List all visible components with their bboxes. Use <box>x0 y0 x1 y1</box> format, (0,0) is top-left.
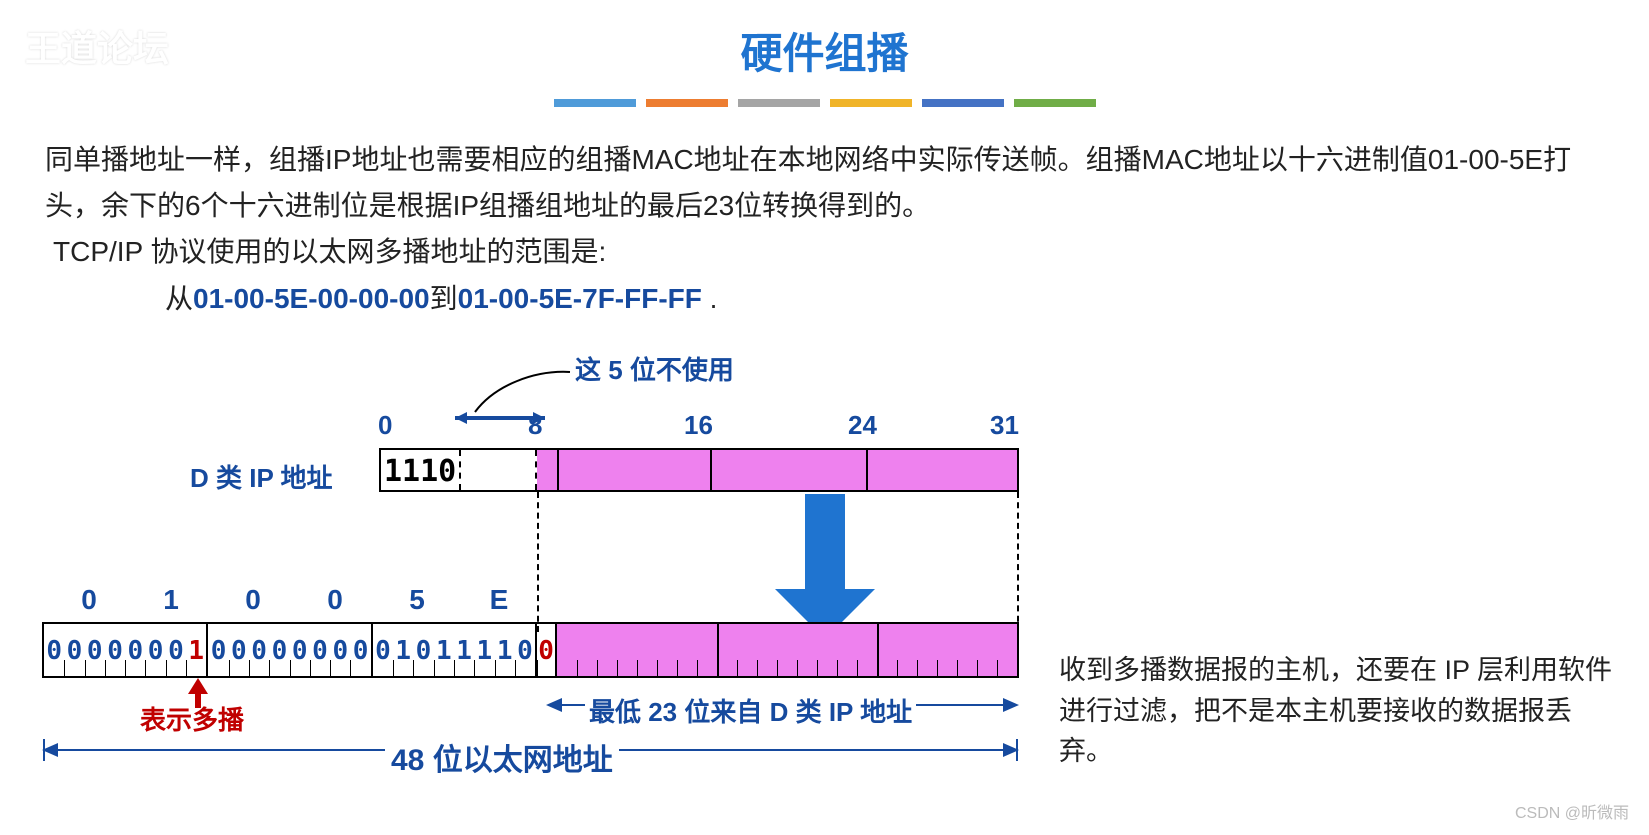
mac-byte-group: 00000000 <box>208 624 372 676</box>
color-bar <box>554 99 636 107</box>
paragraph-1: 同单播地址一样，组播IP地址也需要相应的组播MAC地址在本地网络中实际传送帧。组… <box>45 137 1604 229</box>
range-prefix: 从 <box>165 283 193 314</box>
hex-label: 1 <box>130 584 212 616</box>
ip-prefix-1110: 1110 <box>381 450 459 490</box>
ip-tick-31: 31 <box>990 410 1019 441</box>
mac-bit: 0 <box>64 624 84 676</box>
mac-bit: 0 <box>44 624 64 676</box>
mac-byte-group: 01011110 <box>373 624 537 676</box>
mac-bit: 0 <box>413 624 433 676</box>
ip-tick-8: 8 <box>528 410 542 441</box>
mac-low23-region <box>555 624 1017 676</box>
mac-bit: 0 <box>269 624 289 676</box>
mac-bit: 0 <box>208 624 228 676</box>
mac-bit: 0 <box>249 624 269 676</box>
range-mid: 到 <box>430 283 458 314</box>
mac-bit: 1 <box>495 624 515 676</box>
mac-bit: 0 <box>85 624 105 676</box>
unused-5bits-label: 这 5 位不使用 <box>575 350 734 387</box>
multicast-diagram: 这 5 位不使用 0 8 16 24 31 D 类 IP 地址 1110 010… <box>30 340 1040 820</box>
paragraph-2: TCP/IP 协议使用的以太网多播地址的范围是: <box>53 229 1604 275</box>
mac-bit: 1 <box>393 624 413 676</box>
hex-labels: 01005E <box>48 584 540 616</box>
mac-byte-group: 00000001 <box>44 624 208 676</box>
hex-label: E <box>458 584 540 616</box>
mac-bit: 0 <box>373 624 393 676</box>
ip-address-box: 1110 <box>379 448 1019 492</box>
ip-low23-region <box>559 450 1017 490</box>
mac-start: 01-00-5E-00-00-00 <box>193 283 430 314</box>
mac-bit: 0 <box>290 624 310 676</box>
color-bar <box>922 99 1004 107</box>
mac-end: 01-00-5E-7F-FF-FF <box>458 283 702 314</box>
mac-bit: 1 <box>186 624 206 676</box>
mac-bit: 0 <box>229 624 249 676</box>
mac-address-box: 0000000100000000010111100 <box>42 622 1019 678</box>
mac-range-line: 从01-00-5E-00-00-00到01-00-5E-7F-FF-FF . <box>165 276 1604 322</box>
mac-bit: 1 <box>434 624 454 676</box>
multicast-bit-label: 表示多播 <box>140 700 244 737</box>
mac-bit: 0 <box>350 624 370 676</box>
mac-bit: 0 <box>166 624 186 676</box>
mac-bit: 0 <box>105 624 125 676</box>
csdn-watermark: CSDN @昕微雨 <box>1515 799 1629 823</box>
ip-tick-24: 24 <box>848 410 877 441</box>
hex-label: 5 <box>376 584 458 616</box>
color-bar <box>738 99 820 107</box>
color-bar <box>1014 99 1096 107</box>
range-suffix: . <box>702 283 718 314</box>
ip-tick-16: 16 <box>684 410 713 441</box>
hex-label: 0 <box>294 584 376 616</box>
hex-label: 0 <box>212 584 294 616</box>
mac-bit: 0 <box>515 624 535 676</box>
color-bar <box>646 99 728 107</box>
mac-bit: 0 <box>330 624 350 676</box>
mac-bit: 0 <box>310 624 330 676</box>
ip-row-label: D 类 IP 地址 <box>190 458 333 495</box>
mac-bit: 0 <box>145 624 165 676</box>
decorative-color-bars <box>0 99 1649 107</box>
color-bar <box>830 99 912 107</box>
guide-right <box>1017 492 1019 632</box>
mac-bit: 1 <box>474 624 494 676</box>
mac-bit-red-zero: 0 <box>537 624 555 676</box>
mac-bit: 0 <box>125 624 145 676</box>
low23-label: 最低 23 位来自 D 类 IP 地址 <box>585 692 916 729</box>
body-paragraphs: 同单播地址一样，组播IP地址也需要相应的组播MAC地址在本地网络中实际传送帧。组… <box>45 137 1604 322</box>
hex-label: 0 <box>48 584 130 616</box>
side-note: 收到多播数据报的主机，还要在 IP 层利用软件进行过滤，把不是本主机要接收的数据… <box>1059 650 1619 772</box>
page-title: 硬件组播 <box>0 0 1649 81</box>
watermark-text: 王道论坛 <box>25 20 169 72</box>
mac48-label: 48 位以太网地址 <box>385 735 619 779</box>
mac-bit: 1 <box>454 624 474 676</box>
unused-arrow <box>425 360 585 430</box>
ip-tick-0: 0 <box>378 410 392 441</box>
